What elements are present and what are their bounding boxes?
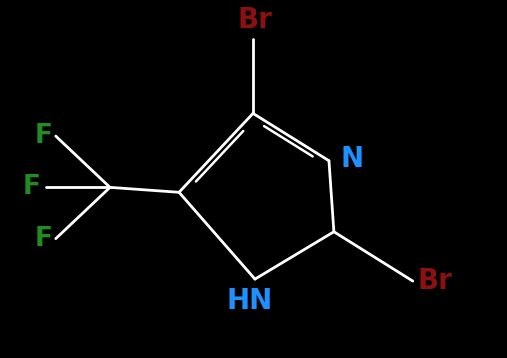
Text: F: F <box>35 226 53 252</box>
Text: HN: HN <box>227 287 273 315</box>
Text: F: F <box>35 123 53 149</box>
Text: F: F <box>23 174 41 200</box>
Text: N: N <box>341 145 364 173</box>
Text: Br: Br <box>418 267 453 295</box>
Text: Br: Br <box>238 6 272 34</box>
